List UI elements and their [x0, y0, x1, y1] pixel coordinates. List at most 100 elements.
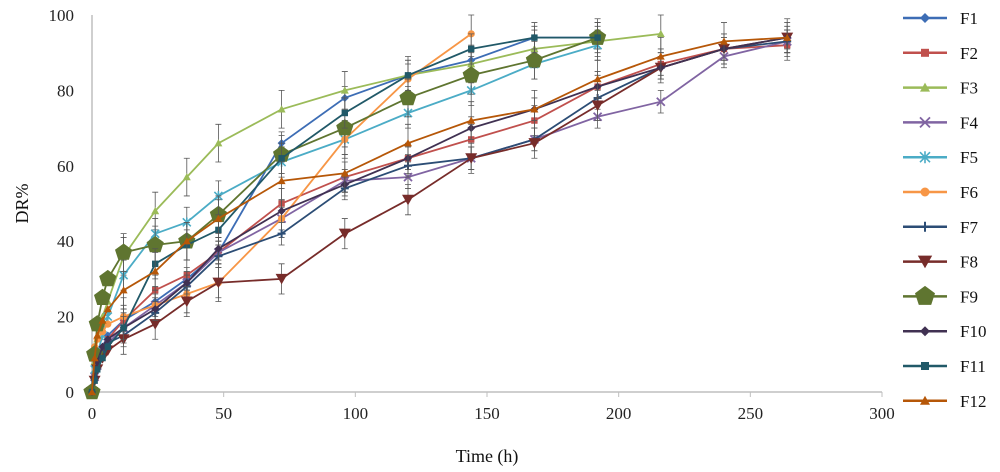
data-point — [468, 45, 475, 53]
data-point — [462, 66, 480, 83]
data-point — [528, 138, 541, 149]
legend-label: F2 — [960, 44, 978, 63]
data-point — [338, 228, 351, 240]
data-point — [88, 388, 96, 396]
legend-label: F8 — [960, 253, 978, 272]
data-point — [593, 75, 602, 83]
data-point — [182, 278, 191, 287]
legend-label: F9 — [960, 287, 978, 306]
data-point — [94, 288, 112, 305]
data-point — [93, 331, 102, 339]
legend-label: F7 — [960, 218, 978, 237]
legend-label: F10 — [960, 322, 986, 341]
series-f8 — [86, 22, 794, 398]
data-point — [182, 173, 191, 181]
legend-item-f2: F2 — [903, 44, 978, 63]
data-point — [115, 243, 133, 260]
legend-item-f5: F5 — [903, 148, 978, 167]
data-point — [277, 176, 286, 185]
legend-item-f10: F10 — [903, 322, 986, 341]
legend-item-f9: F9 — [903, 285, 978, 306]
data-point — [594, 34, 601, 41]
data-point — [656, 52, 665, 60]
data-point — [278, 155, 285, 162]
data-point — [340, 169, 349, 177]
y-tick-label: 0 — [66, 383, 75, 402]
data-point — [90, 354, 99, 362]
y-tick-label: 80 — [57, 81, 74, 100]
data-point — [104, 320, 112, 328]
series-f12 — [88, 18, 792, 396]
data-point — [404, 139, 412, 147]
data-point — [783, 33, 792, 41]
data-point — [98, 316, 107, 324]
legend-marker — [919, 151, 931, 164]
y-tick-label: 20 — [57, 308, 74, 327]
data-point — [275, 273, 288, 285]
data-point — [120, 324, 127, 332]
y-tick-label: 100 — [49, 6, 75, 25]
data-point — [214, 214, 223, 222]
legend-marker — [921, 48, 929, 57]
data-point — [720, 37, 728, 45]
data-point — [531, 34, 538, 41]
data-point — [149, 319, 162, 330]
chart-legend: F1 F2 F3 F4 F5 F6 F7 F8 F9 F10 F11 F12 — [903, 9, 986, 411]
data-point — [94, 366, 101, 373]
x-tick-label: 250 — [738, 404, 764, 423]
data-point — [465, 153, 478, 164]
legend-marker — [920, 187, 930, 197]
data-point — [119, 286, 128, 294]
legend-item-f4: F4 — [903, 113, 978, 132]
legend-item-f8: F8 — [903, 253, 978, 272]
data-point — [151, 207, 160, 215]
legend-item-f12: F12 — [903, 392, 986, 411]
x-tick-label: 50 — [215, 404, 232, 423]
data-point — [340, 86, 349, 94]
data-point — [277, 105, 286, 113]
series-f10 — [88, 25, 792, 396]
data-point — [146, 236, 164, 253]
legend-marker — [920, 326, 930, 337]
plot-series — [83, 14, 794, 400]
data-point — [591, 100, 604, 111]
series-line — [91, 44, 788, 393]
data-point — [656, 97, 666, 107]
legend-label: F1 — [960, 9, 978, 28]
series-line — [91, 33, 661, 393]
legend-label: F6 — [960, 183, 978, 202]
data-point — [402, 194, 414, 206]
x-tick-label: 300 — [869, 404, 895, 423]
data-point — [212, 277, 225, 289]
x-tick-label: 0 — [88, 404, 97, 423]
legend-item-f7: F7 — [903, 218, 978, 237]
legend-item-f11: F11 — [903, 357, 986, 376]
data-point — [151, 267, 160, 275]
x-tick-label: 150 — [474, 404, 500, 423]
data-point — [99, 269, 117, 287]
legend-label: F5 — [960, 148, 978, 167]
legend-item-f3: F3 — [903, 79, 978, 98]
y-tick-label: 40 — [57, 232, 74, 251]
data-point — [103, 335, 112, 344]
legend-item-f6: F6 — [903, 183, 978, 202]
data-point — [404, 72, 412, 79]
data-point — [151, 305, 160, 314]
data-point — [91, 377, 98, 384]
data-point — [530, 105, 539, 113]
legend-label: F12 — [960, 392, 986, 411]
data-point — [277, 229, 286, 238]
legend-label: F3 — [960, 79, 978, 98]
data-point — [104, 343, 111, 350]
data-point — [103, 305, 112, 313]
data-point — [399, 88, 417, 106]
data-point — [180, 296, 193, 308]
legend-marker — [920, 13, 930, 23]
legend-item-f1: F1 — [903, 9, 978, 28]
x-axis-title: Time (h) — [456, 446, 519, 467]
series-f4 — [87, 29, 792, 397]
data-point — [341, 109, 348, 117]
legend-marker — [915, 285, 935, 305]
legend-label: F4 — [960, 113, 978, 132]
